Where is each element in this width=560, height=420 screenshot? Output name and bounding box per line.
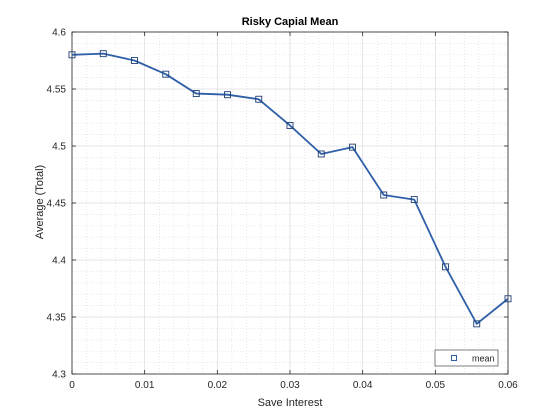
axis-ticks: 0 0.01 0.02 0.03 0.04 0.05 0.06 4.3 4.35 4.4 4.45 4…	[47, 28, 519, 392]
y-tick-label: 4.6	[52, 28, 66, 39]
data-point-marker	[442, 263, 449, 271]
x-tick-label: 0.01	[135, 380, 155, 391]
y-tick-label: 4.35	[47, 313, 67, 324]
y-tick-label: 4.4	[52, 256, 66, 267]
x-tick-label: 0.03	[280, 380, 300, 391]
data-point-marker	[504, 295, 512, 303]
y-tick-label: 4.55	[47, 85, 67, 96]
chart-title: Risky Capial Mean	[242, 16, 339, 28]
legend: mean	[434, 349, 499, 367]
data-point-marker	[192, 90, 200, 98]
y-tick-label: 4.45	[47, 199, 67, 210]
data-point-marker	[162, 70, 170, 78]
y-axis-title: Average (Total)	[34, 165, 46, 239]
y-tick-label: 4.3	[52, 370, 66, 381]
data-point-marker	[473, 320, 481, 328]
data-point-marker	[380, 191, 388, 199]
major-gridlines	[71, 31, 509, 375]
data-point-marker	[255, 95, 263, 103]
x-tick-label: 0.06	[498, 380, 518, 391]
x-tick-label: 0.04	[353, 380, 373, 391]
data-point-marker	[131, 57, 138, 64]
x-axis-title: Save Interest	[258, 397, 323, 409]
data-point-marker	[68, 51, 76, 59]
legend-box	[434, 349, 499, 367]
data-point-marker	[317, 150, 325, 158]
x-tick-label: 0.05	[426, 380, 446, 391]
series-layer	[68, 50, 512, 328]
data-point-marker	[99, 50, 107, 58]
legend-label-mean: mean	[472, 354, 495, 364]
series-line-mean	[71, 52, 509, 325]
x-tick-label: 0	[69, 380, 75, 391]
data-point-marker	[224, 91, 231, 99]
x-tick-label: 0.02	[208, 380, 228, 391]
legend-marker-mean	[451, 355, 457, 361]
y-tick-label: 4.5	[52, 142, 66, 153]
data-point-marker	[349, 143, 356, 151]
data-point-marker	[410, 196, 418, 204]
data-point-marker	[286, 122, 294, 129]
